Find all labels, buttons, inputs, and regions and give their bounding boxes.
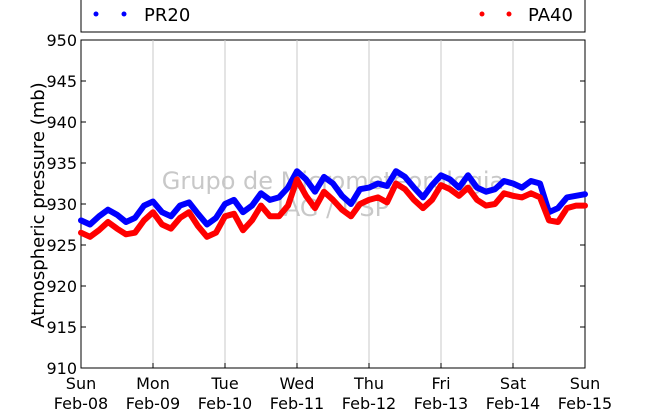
x-tick-label-date: Feb-13 bbox=[414, 394, 468, 409]
x-tick-label-day: Wed bbox=[280, 374, 315, 393]
x-tick-label-day: Sat bbox=[500, 374, 526, 393]
data-series bbox=[78, 168, 588, 240]
series-line-pa40 bbox=[78, 176, 588, 240]
y-tick-label: 920 bbox=[46, 277, 77, 296]
x-tick-label-date: Feb-10 bbox=[198, 394, 252, 409]
y-tick-label: 925 bbox=[46, 236, 77, 255]
x-tick-label-date: Feb-11 bbox=[270, 394, 324, 409]
legend-label-pr20: PR20 bbox=[144, 5, 190, 26]
legend-label-pa40: PA40 bbox=[528, 5, 573, 26]
legend-item-pa40: PA40 bbox=[479, 5, 573, 26]
y-axis: 910 915 920 925 930 935 940 945 950 bbox=[46, 31, 585, 378]
x-tick-label-day: Thu bbox=[353, 374, 384, 393]
x-tick-label-day: Fri bbox=[431, 374, 450, 393]
legend-marker-pa40 bbox=[506, 11, 512, 17]
x-tick-label-day: Sun bbox=[66, 374, 96, 393]
x-tick-label-day: Mon bbox=[136, 374, 170, 393]
y-tick-label: 940 bbox=[46, 113, 77, 132]
y-tick-label: 915 bbox=[46, 318, 77, 337]
legend-marker-pa40 bbox=[479, 11, 485, 17]
legend-marker-pr20 bbox=[121, 11, 127, 17]
grid-lines bbox=[152, 40, 514, 368]
y-axis-label: Atmospheric pressure (mb) bbox=[28, 82, 49, 327]
legend-box bbox=[80, 0, 586, 33]
x-tick-label-day: Sun bbox=[570, 374, 600, 393]
y-tick-label: 950 bbox=[46, 31, 77, 50]
x-tick-label-day: Tue bbox=[210, 374, 238, 393]
y-tick-label: 930 bbox=[46, 195, 77, 214]
x-tick-label-date: Feb-15 bbox=[558, 394, 612, 409]
x-axis: SunFeb-08MonFeb-09TueFeb-10WedFeb-11ThuF… bbox=[54, 363, 612, 409]
y-tick-label: 910 bbox=[46, 359, 77, 378]
x-tick-label-date: Feb-14 bbox=[486, 394, 540, 409]
series-line-pr20 bbox=[78, 168, 588, 228]
x-tick-label-date: Feb-12 bbox=[342, 394, 396, 409]
legend-item-pr20: PR20 bbox=[93, 5, 190, 26]
legend-marker-pr20 bbox=[93, 11, 99, 17]
x-tick-label-date: Feb-09 bbox=[126, 394, 180, 409]
x-tick-label-date: Feb-08 bbox=[54, 394, 108, 409]
y-tick-label: 945 bbox=[46, 72, 77, 91]
y-tick-label: 935 bbox=[46, 154, 77, 173]
